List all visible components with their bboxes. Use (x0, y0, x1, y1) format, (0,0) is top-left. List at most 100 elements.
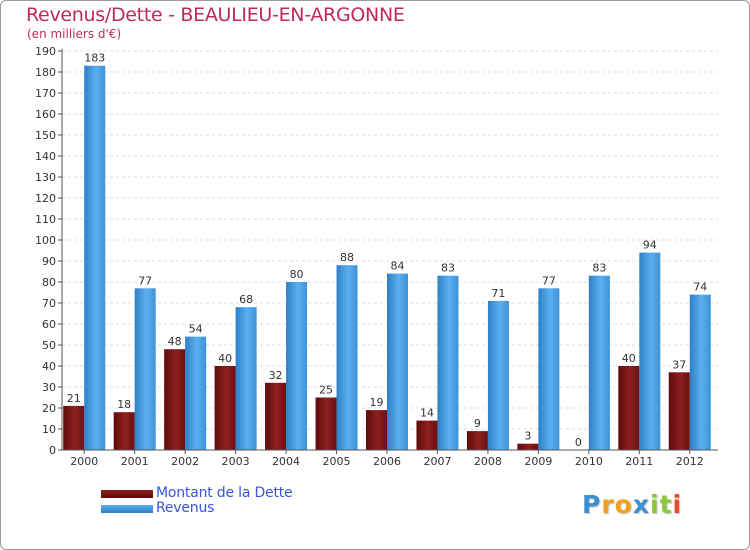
x-tick-label: 2004 (272, 455, 300, 468)
data-label: 9 (474, 417, 481, 430)
labels: 0102030405060708090100110120130140150160… (35, 45, 707, 468)
x-tick-label: 2007 (423, 455, 451, 468)
data-label: 32 (269, 369, 283, 382)
data-label: 54 (189, 323, 203, 336)
data-label: 84 (391, 260, 405, 273)
data-label: 74 (693, 281, 707, 294)
y-tick-label: 150 (35, 129, 56, 142)
y-tick-label: 110 (35, 213, 56, 226)
y-tick-label: 120 (35, 192, 56, 205)
x-tick-label: 2000 (70, 455, 98, 468)
data-label: 40 (218, 352, 232, 365)
legend-label-dette: Montant de la Dette (156, 485, 293, 501)
bar-revenus (639, 252, 661, 450)
logo-letter: i (650, 490, 660, 519)
bar-revenus (487, 300, 509, 450)
legend-swatch-dette (101, 490, 153, 498)
y-tick-label: 160 (35, 108, 56, 121)
bar-dette (164, 349, 186, 450)
bar-revenus (84, 65, 106, 450)
bar-dette (214, 366, 236, 450)
data-label: 0 (575, 436, 582, 449)
y-tick-label: 100 (35, 234, 56, 247)
data-label: 80 (290, 268, 304, 281)
bar-revenus (185, 336, 207, 450)
data-label: 83 (441, 262, 455, 275)
logo-letter: o (614, 490, 633, 519)
x-tick-label: 2006 (373, 455, 401, 468)
y-tick-label: 180 (35, 66, 56, 79)
bar-dette (113, 412, 135, 450)
x-tick-label: 2005 (323, 455, 351, 468)
x-tick-label: 2008 (474, 455, 502, 468)
y-tick-label: 20 (42, 402, 56, 415)
data-label: 83 (592, 262, 606, 275)
bar-dette (366, 410, 387, 450)
data-label: 94 (643, 239, 657, 252)
data-label: 18 (117, 398, 131, 411)
bar-dette (618, 366, 640, 450)
data-label: 68 (239, 293, 253, 306)
data-label: 88 (340, 251, 354, 264)
data-label: 14 (420, 407, 434, 420)
data-label: 21 (67, 392, 81, 405)
data-label: 37 (672, 358, 686, 371)
bar-revenus (286, 282, 308, 450)
y-tick-label: 10 (42, 423, 56, 436)
chart-title: Revenus/Dette - BEAULIEU-EN-ARGONNE (26, 4, 405, 26)
bars (63, 65, 711, 450)
bar-dette (315, 397, 337, 450)
data-label: 77 (542, 274, 556, 287)
bar-revenus (134, 288, 156, 450)
logo-letter: r (601, 490, 615, 519)
y-tick-label: 90 (42, 255, 56, 268)
y-tick-label: 140 (35, 150, 56, 163)
data-label: 25 (319, 384, 333, 397)
bar-revenus (336, 265, 358, 450)
logo-letter: P (582, 490, 602, 519)
data-label: 48 (168, 335, 182, 348)
bar-dette (668, 372, 690, 450)
x-tick-label: 2011 (625, 455, 653, 468)
legend-label-revenus: Revenus (156, 500, 215, 516)
y-tick-label: 30 (42, 381, 56, 394)
y-tick-label: 50 (42, 339, 56, 352)
data-label: 40 (622, 352, 636, 365)
data-label: 71 (491, 287, 505, 300)
axes (58, 49, 718, 454)
y-tick-label: 60 (42, 318, 56, 331)
logo-letter: i (672, 490, 683, 519)
bar-dette (416, 420, 438, 450)
y-tick-label: 170 (35, 87, 56, 100)
y-tick-label: 40 (42, 360, 56, 373)
y-tick-label: 70 (42, 297, 56, 310)
y-tick-label: 130 (35, 171, 56, 184)
x-tick-label: 2003 (222, 455, 250, 468)
proxiti-logo: Proxiti (582, 490, 682, 519)
y-tick-label: 190 (35, 45, 56, 58)
x-tick-label: 2001 (121, 455, 149, 468)
x-tick-label: 2010 (575, 455, 603, 468)
bar-revenus (387, 273, 408, 450)
data-label: 3 (524, 430, 531, 443)
logo-letter: x (632, 490, 650, 519)
bar-revenus (437, 275, 459, 450)
bar-revenus (235, 307, 257, 450)
bar-revenus (689, 294, 711, 450)
bar-dette (466, 431, 488, 450)
data-label: 183 (84, 52, 105, 65)
x-tick-label: 2012 (676, 455, 704, 468)
legend-swatch-revenus (101, 505, 153, 513)
y-tick-label: 0 (49, 444, 56, 457)
chart-subtitle: (en milliers d'€) (27, 27, 122, 41)
data-label: 77 (138, 274, 152, 287)
bar-dette (517, 443, 539, 450)
bar-dette (63, 405, 85, 450)
bar-revenus (538, 288, 560, 450)
x-tick-label: 2009 (524, 455, 552, 468)
bar-dette (265, 382, 287, 450)
logo-letter: t (659, 490, 673, 519)
bar-revenus (588, 275, 610, 450)
